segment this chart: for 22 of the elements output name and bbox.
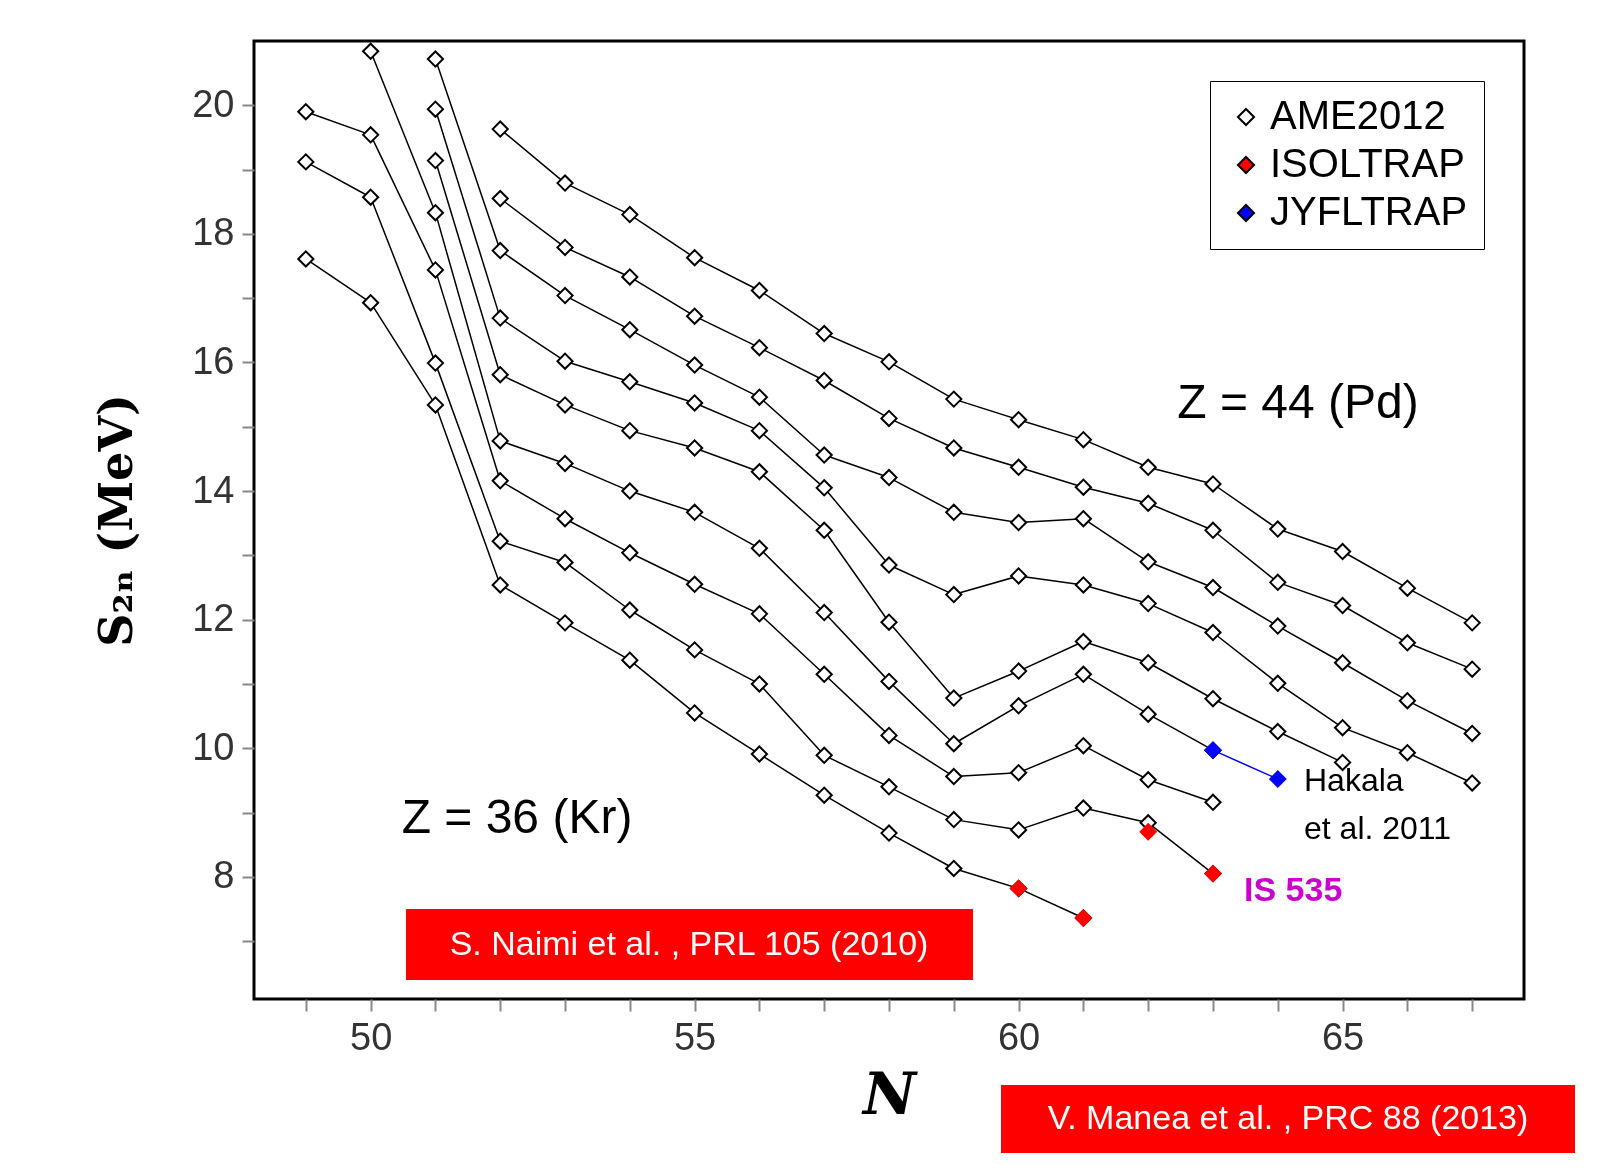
y-axis-title: S₂ₙ (MeV) [89, 394, 144, 647]
x-tick-label: 55 [673, 1015, 717, 1058]
y-tick-label: 16 [192, 339, 235, 382]
legend-label: JYFLTRAP [1270, 189, 1468, 233]
y-tick-label: 8 [213, 854, 235, 897]
y-tick-label: 18 [192, 211, 235, 254]
y-tick-label: 12 [192, 597, 235, 640]
x-tick-label: 50 [349, 1015, 393, 1058]
annotation: Z = 44 (Pd) [1177, 375, 1419, 428]
text: V. Manea et al. , PRC 88 (2013) [1047, 1098, 1529, 1136]
y-tick-label: 20 [192, 82, 235, 125]
x-axis-title: N [860, 1059, 918, 1128]
annotation: Z = 36 (Kr) [401, 790, 633, 843]
legend-label: AME2012 [1270, 93, 1446, 137]
legend-label: ISOLTRAP [1270, 141, 1465, 185]
y-tick-label: 10 [192, 725, 235, 768]
y-tick-label: 14 [192, 468, 235, 511]
annotation: IS 535 [1244, 870, 1343, 908]
x-tick-label: 65 [1321, 1015, 1365, 1058]
annotation: S. Naimi et al. , PRL 105 (2010) [449, 924, 929, 962]
annotation: Hakala et al. 2011 [1304, 762, 1452, 846]
x-tick-label: 60 [997, 1015, 1041, 1058]
